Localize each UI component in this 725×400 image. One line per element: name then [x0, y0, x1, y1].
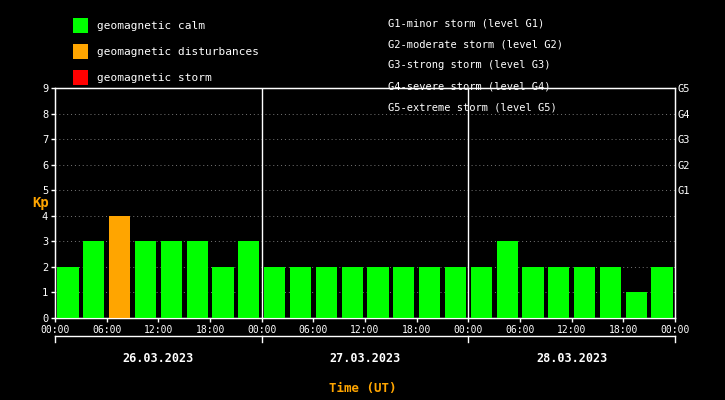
Bar [445, 267, 466, 318]
Bar [522, 267, 544, 318]
Bar [239, 241, 260, 318]
Bar [264, 267, 285, 318]
Text: G4-severe storm (level G4): G4-severe storm (level G4) [388, 82, 550, 92]
Y-axis label: Kp: Kp [32, 196, 49, 210]
Text: geomagnetic calm: geomagnetic calm [97, 20, 205, 31]
Bar [315, 267, 337, 318]
Text: G3-strong storm (level G3): G3-strong storm (level G3) [388, 60, 550, 70]
Bar [161, 241, 182, 318]
Bar [341, 267, 362, 318]
Text: geomagnetic disturbances: geomagnetic disturbances [97, 47, 259, 57]
Text: Time (UT): Time (UT) [328, 382, 397, 395]
Bar [497, 241, 518, 318]
Bar [471, 267, 492, 318]
Bar [652, 267, 673, 318]
Bar [57, 267, 78, 318]
Bar [626, 292, 647, 318]
Bar [419, 267, 440, 318]
Text: 26.03.2023: 26.03.2023 [123, 352, 194, 365]
Bar [83, 241, 104, 318]
Bar [548, 267, 569, 318]
Bar [290, 267, 311, 318]
Text: G5-extreme storm (level G5): G5-extreme storm (level G5) [388, 103, 557, 113]
Bar [368, 267, 389, 318]
Bar [393, 267, 415, 318]
Text: geomagnetic storm: geomagnetic storm [97, 73, 212, 83]
Bar [186, 241, 208, 318]
Text: G1-minor storm (level G1): G1-minor storm (level G1) [388, 18, 544, 28]
Bar [109, 216, 130, 318]
Bar [574, 267, 595, 318]
Text: G2-moderate storm (level G2): G2-moderate storm (level G2) [388, 39, 563, 49]
Bar [600, 267, 621, 318]
Text: 28.03.2023: 28.03.2023 [536, 352, 608, 365]
Bar [135, 241, 156, 318]
Text: 27.03.2023: 27.03.2023 [329, 352, 401, 365]
Bar [212, 267, 233, 318]
